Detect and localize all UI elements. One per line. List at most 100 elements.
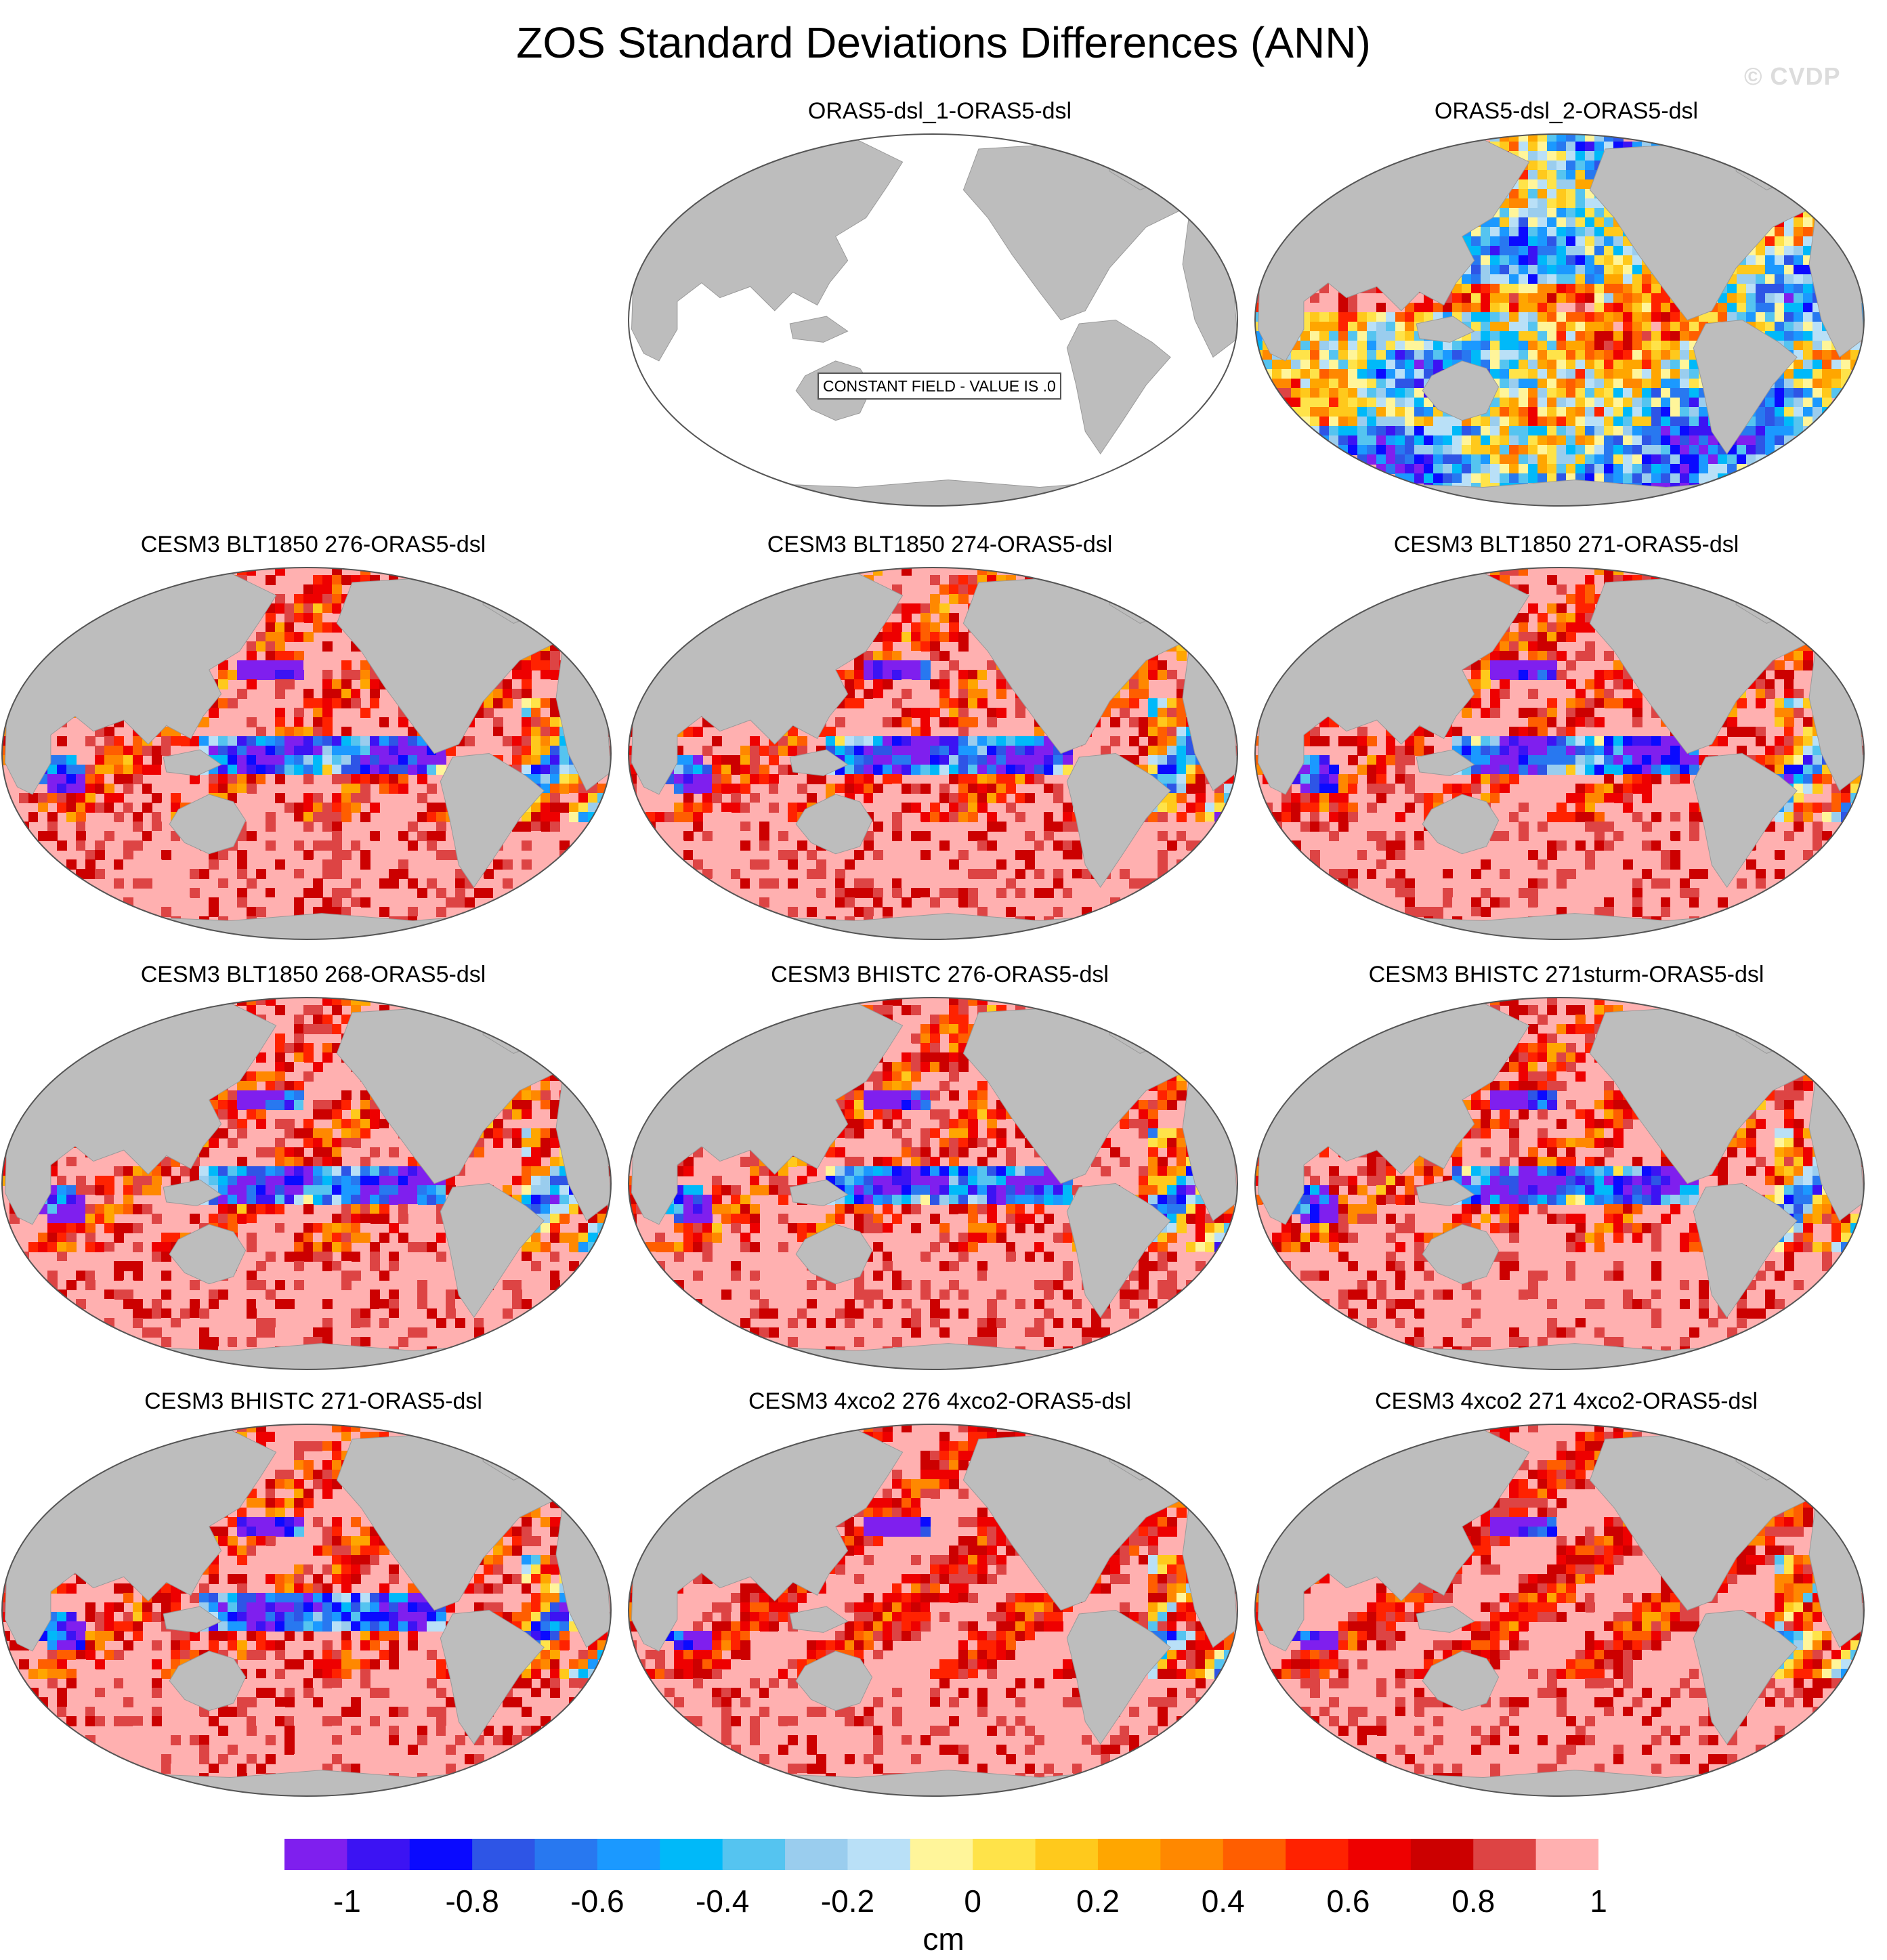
map-outline <box>1254 1424 1865 1797</box>
colorbar <box>284 1839 1598 1870</box>
colorbar-tick-label: 0.8 <box>1451 1883 1496 1919</box>
colorbar-swatch <box>472 1839 536 1870</box>
world-map <box>1254 1424 1865 1797</box>
colorbar-tick-label: -0.4 <box>696 1883 750 1919</box>
colorbar-swatch <box>1035 1839 1099 1870</box>
panel-title: CESM3 4xco2 276 4xco2-ORAS5-dsl <box>748 1388 1132 1414</box>
colorbar-swatch <box>973 1839 1036 1870</box>
land-mass <box>1416 1179 1475 1206</box>
colorbar-swatch <box>284 1839 347 1870</box>
map-outline <box>1254 567 1865 940</box>
land-mass <box>169 1650 247 1711</box>
panel-title: ORAS5-dsl_1-ORAS5-dsl <box>807 98 1072 124</box>
colorbar-swatch <box>722 1839 786 1870</box>
land-mass <box>1693 1609 1798 1745</box>
panel-title: CESM3 BLT1850 276-ORAS5-dsl <box>140 532 486 557</box>
land-mass <box>1422 360 1500 421</box>
land-mass <box>169 794 247 855</box>
panel-title: ORAS5-dsl_2-ORAS5-dsl <box>1434 98 1699 124</box>
world-map <box>628 1424 1238 1797</box>
land-mass <box>1693 319 1798 454</box>
colorbar-swatch <box>1286 1839 1349 1870</box>
map-panel: CESM3 4xco2 271 4xco2-ORAS5-dsl <box>1253 1388 1880 1808</box>
map-outline <box>1254 997 1865 1370</box>
world-map <box>1254 133 1865 507</box>
panel-title: CESM3 BLT1850 274-ORAS5-dsl <box>767 532 1113 557</box>
colorbar-swatch <box>1410 1839 1474 1870</box>
land-mass <box>1416 749 1475 776</box>
land-mass <box>1416 316 1475 343</box>
panel-title: CESM3 BLT1850 268-ORAS5-dsl <box>140 962 486 987</box>
world-map <box>628 133 1238 507</box>
land-mass <box>795 1650 873 1711</box>
land-mass <box>440 1183 545 1318</box>
colorbar-tick-label: 0.4 <box>1201 1883 1245 1919</box>
colorbar-swatch <box>534 1839 598 1870</box>
colorbar-tick-label: -0.8 <box>445 1883 499 1919</box>
land-mass <box>1693 1183 1798 1318</box>
map-outline <box>628 997 1238 1370</box>
land-mass <box>1422 1650 1500 1711</box>
panel-title: CESM3 BHISTC 271-ORAS5-dsl <box>144 1388 482 1414</box>
panel-title: CESM3 BHISTC 276-ORAS5-dsl <box>771 962 1109 987</box>
map-outline <box>1254 133 1865 507</box>
map-outline <box>1 997 612 1370</box>
colorbar-swatch <box>1535 1839 1598 1870</box>
world-map <box>1 567 612 940</box>
land-mass <box>1066 752 1171 888</box>
panel-title: CESM3 4xco2 271 4xco2-ORAS5-dsl <box>1374 1388 1758 1414</box>
land-mass <box>169 1224 247 1285</box>
map-panel: ORAS5-dsl_1-ORAS5-dsl CONSTANT FIELD - VA… <box>627 98 1253 518</box>
map-outline <box>628 1424 1238 1797</box>
map-outline <box>628 133 1238 507</box>
map-panel: CESM3 BLT1850 268-ORAS5-dsl <box>0 962 627 1382</box>
land-mass <box>789 1179 849 1206</box>
map-panel: CESM3 BLT1850 271-ORAS5-dsl <box>1253 532 1880 952</box>
colorbar-swatch <box>1348 1839 1412 1870</box>
world-map <box>1254 997 1865 1370</box>
colorbar-tick-labels: -1 -0.8 -0.6 -0.4 -0.2 0 0.2 0.4 0.6 0.8 1 <box>0 1883 1887 1923</box>
world-map <box>1 1424 612 1797</box>
map-panel: CESM3 4xco2 276 4xco2-ORAS5-dsl <box>627 1388 1253 1808</box>
map-panel: CESM3 BLT1850 276-ORAS5-dsl <box>0 532 627 952</box>
world-map <box>628 567 1238 940</box>
colorbar-swatch <box>597 1839 660 1870</box>
land-mass <box>1422 794 1500 855</box>
land-mass <box>163 749 222 776</box>
colorbar-tick-label: -0.2 <box>820 1883 875 1919</box>
map-outline <box>628 567 1238 940</box>
colorbar-tick-label: 0.2 <box>1076 1883 1120 1919</box>
land-mass <box>440 752 545 888</box>
colorbar-swatch <box>1223 1839 1286 1870</box>
land-mass <box>789 1606 849 1633</box>
land-mass <box>440 1609 545 1745</box>
panel-title: CESM3 BLT1850 271-ORAS5-dsl <box>1393 532 1739 557</box>
colorbar-tick-label: -1 <box>333 1883 361 1919</box>
land-mass <box>1422 1224 1500 1285</box>
land-mass <box>163 1179 222 1206</box>
colorbar-swatch <box>660 1839 723 1870</box>
map-panel: ORAS5-dsl_2-ORAS5-dsl <box>1253 98 1880 518</box>
map-panel: CESM3 BHISTC 271sturm-ORAS5-dsl <box>1253 962 1880 1382</box>
land-mass <box>163 1606 222 1633</box>
land-mass <box>1066 1609 1171 1745</box>
colorbar-swatch <box>1160 1839 1224 1870</box>
land-mass <box>1693 752 1798 888</box>
panel-title: CESM3 BHISTC 271sturm-ORAS5-dsl <box>1368 962 1764 987</box>
world-map <box>1254 567 1865 940</box>
map-panel: CESM3 BHISTC 276-ORAS5-dsl <box>627 962 1253 1382</box>
map-panel: CESM3 BLT1850 274-ORAS5-dsl <box>627 532 1253 952</box>
colorbar-swatch <box>910 1839 973 1870</box>
colorbar-swatch <box>1473 1839 1537 1870</box>
colorbar-tick-label: 1 <box>1590 1883 1607 1919</box>
colorbar-swatch <box>409 1839 473 1870</box>
colorbar-swatch <box>347 1839 410 1870</box>
land-mass <box>1416 1606 1475 1633</box>
land-mass <box>1066 319 1171 454</box>
land-mass <box>789 316 849 343</box>
map-outline <box>1 567 612 940</box>
world-map <box>1 997 612 1370</box>
colorbar-swatch <box>847 1839 911 1870</box>
land-mass <box>795 1224 873 1285</box>
colorbar-tick-label: -0.6 <box>570 1883 624 1919</box>
